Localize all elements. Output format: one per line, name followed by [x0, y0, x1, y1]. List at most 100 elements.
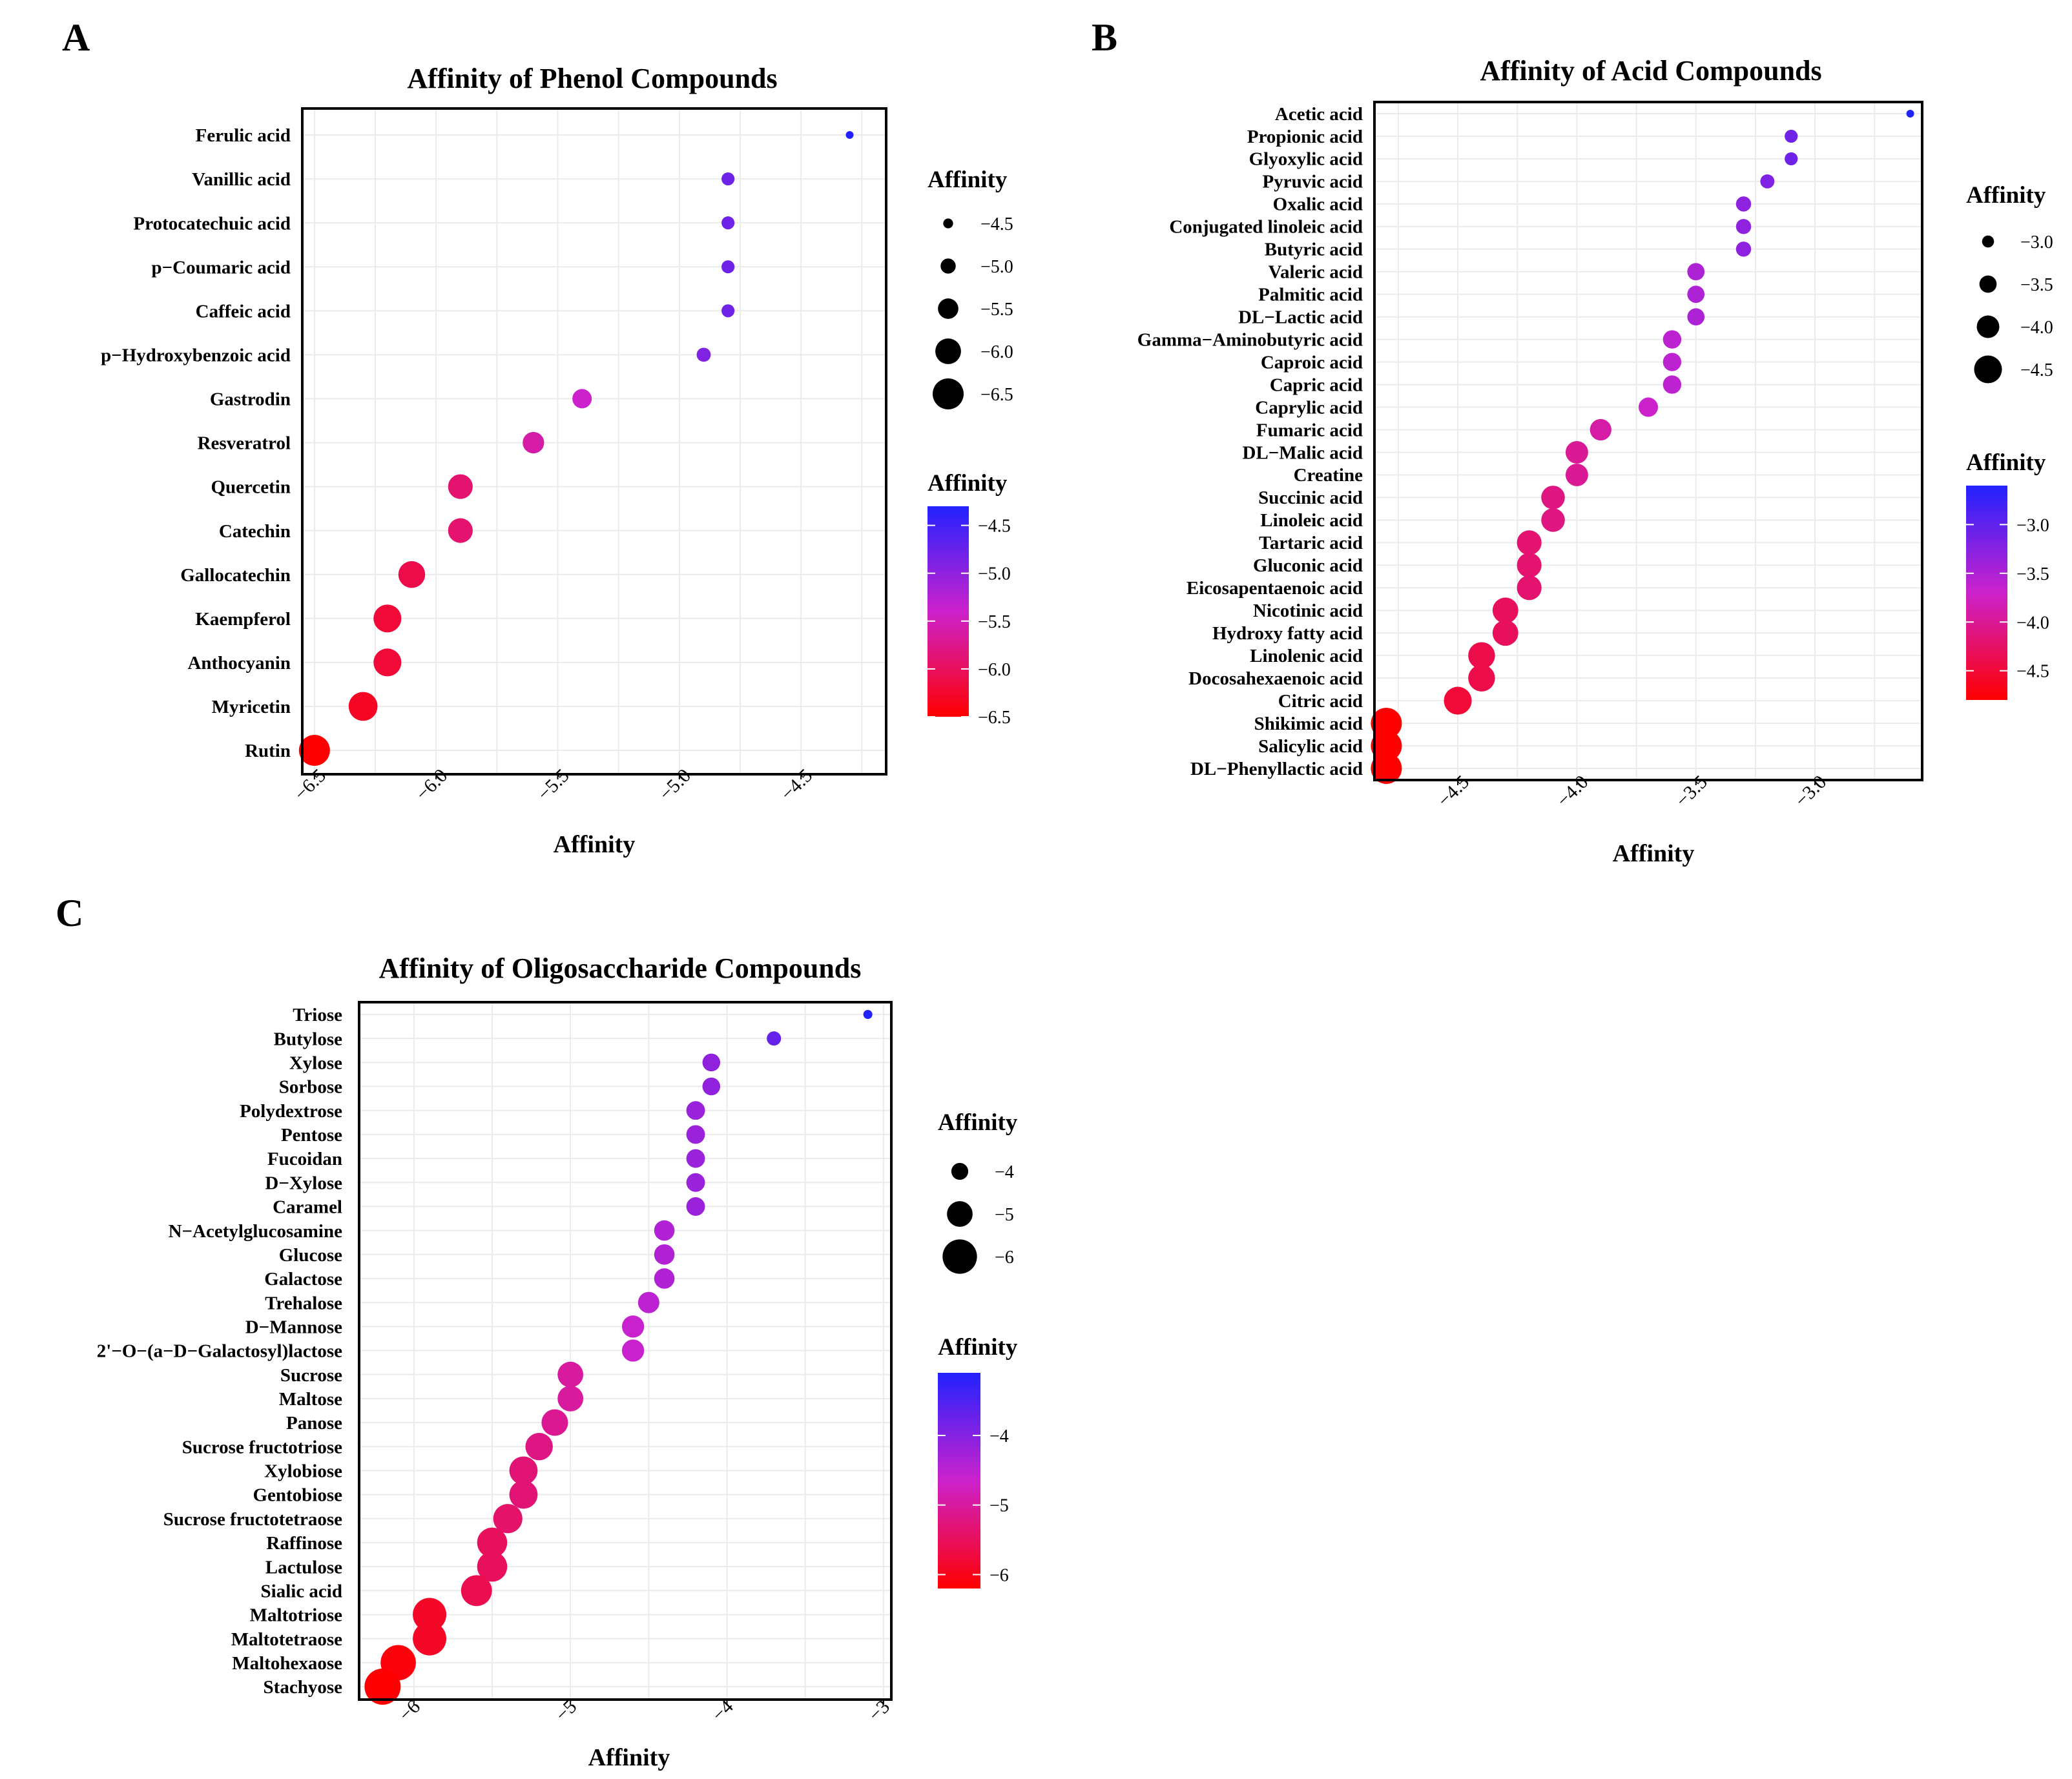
data-point	[373, 604, 402, 633]
data-point	[1906, 110, 1914, 118]
category-label: DL−Phenyllactic acid	[1190, 759, 1363, 779]
data-point	[413, 1598, 447, 1632]
data-point	[572, 389, 592, 409]
category-label: Tartaric acid	[1259, 533, 1363, 553]
data-point	[1492, 620, 1518, 646]
size-legend-key	[1974, 355, 2002, 384]
category-label: Anthocyanin	[187, 653, 291, 674]
color-legend-label: −4	[989, 1426, 1009, 1446]
data-point	[721, 304, 735, 318]
category-label: Raffinose	[266, 1533, 342, 1554]
panel-c: C Affinity of Oligosaccharide Compounds …	[56, 892, 1018, 1771]
category-label: Succinic acid	[1258, 488, 1363, 508]
category-label: Capric acid	[1270, 375, 1363, 395]
category-label: Citric acid	[1278, 691, 1363, 712]
color-legend-label: −4.0	[2016, 613, 2049, 633]
category-label: DL−Malic acid	[1243, 442, 1363, 463]
color-legend-label: −6	[989, 1565, 1009, 1585]
panel-b: B Affinity of Acid Compounds Acetic acid…	[1092, 16, 2053, 867]
chart-title: Affinity of Phenol Compounds	[407, 63, 777, 94]
size-legend-key	[940, 258, 956, 274]
data-point	[686, 1101, 705, 1120]
data-point	[1517, 553, 1542, 578]
category-label: N−Acetylglucosamine	[169, 1221, 343, 1242]
category-label: Glucose	[279, 1245, 342, 1266]
data-point	[1735, 242, 1752, 257]
panel-letter-a: A	[62, 16, 90, 59]
plot-border	[1373, 101, 1923, 781]
data-point	[1517, 530, 1542, 555]
data-point	[1444, 686, 1472, 715]
data-point	[1785, 129, 1798, 143]
category-label: Caffeic acid	[196, 301, 291, 322]
data-point	[398, 560, 426, 588]
data-point	[1492, 597, 1518, 624]
size-legend-key	[933, 378, 964, 409]
category-label: Caramel	[273, 1197, 342, 1218]
plot-border	[301, 107, 887, 776]
size-legend-label: −4.0	[2020, 318, 2053, 338]
category-label: Maltotetraose	[231, 1629, 342, 1650]
color-legend-label: −3.0	[2016, 515, 2049, 535]
category-label: Oxalic acid	[1273, 194, 1363, 215]
data-point	[523, 431, 544, 454]
data-point	[1517, 575, 1542, 601]
category-label: Caproic acid	[1261, 352, 1363, 373]
gridlines	[359, 1002, 891, 1700]
category-label: Butylose	[274, 1029, 342, 1049]
size-legend-key	[938, 298, 958, 319]
category-label: Pyruvic acid	[1263, 172, 1363, 192]
color-bar	[938, 1373, 980, 1589]
panel-letter-c: C	[56, 892, 83, 934]
gridlines	[302, 108, 886, 774]
data-point	[1663, 353, 1682, 371]
color-legend-label: −6.0	[978, 660, 1011, 680]
size-legend: Affinity −3.0 −3.5 −4.0 −4.5	[1966, 182, 2053, 384]
chart-title: Affinity of Oligosaccharide Compounds	[379, 952, 862, 984]
data-point	[525, 1432, 553, 1461]
color-legend-label: −5.0	[978, 564, 1011, 584]
category-label: Conjugated linoleic acid	[1169, 217, 1363, 238]
data-point	[541, 1409, 568, 1436]
category-labels: Triose Butylose Xylose Sorbose Polydextrose P…	[97, 1005, 342, 1698]
data-point	[298, 735, 330, 766]
data-point	[654, 1220, 675, 1241]
size-legend-key	[1979, 275, 1997, 293]
data-point	[1735, 196, 1752, 212]
category-label: Sorbose	[279, 1077, 342, 1098]
category-label: p−Coumaric acid	[152, 257, 291, 278]
color-legend-label: −5	[989, 1496, 1009, 1516]
data-point	[1565, 441, 1588, 464]
category-label: Linoleic acid	[1260, 510, 1363, 531]
data-point	[1687, 308, 1705, 326]
data-point	[1735, 219, 1752, 234]
data-point	[364, 1669, 401, 1705]
data-point	[493, 1504, 523, 1534]
size-legend-label: −5.0	[980, 257, 1013, 277]
category-label: DL−Lactic acid	[1238, 307, 1363, 327]
category-label: Sucrose fructotriose	[182, 1437, 342, 1457]
category-label: p−Hydroxybenzoic acid	[101, 345, 291, 366]
data-point	[654, 1268, 675, 1289]
size-legend-title: Affinity	[1966, 182, 2046, 209]
size-legend-label: −4.5	[2020, 360, 2053, 380]
category-label: Panose	[286, 1413, 342, 1434]
category-label: Stachyose	[264, 1677, 343, 1698]
category-label: Catechin	[219, 521, 291, 542]
data-point	[509, 1480, 538, 1509]
category-label: Butyric acid	[1265, 240, 1363, 260]
category-label: Quercetin	[211, 477, 291, 498]
data-points	[364, 1010, 873, 1705]
data-point	[621, 1315, 645, 1338]
category-label: Sucrose fructotetraose	[163, 1509, 342, 1530]
data-point	[1565, 463, 1588, 486]
color-bar	[927, 506, 969, 717]
category-label: Palmitic acid	[1258, 285, 1363, 305]
data-point	[686, 1197, 705, 1216]
color-legend-label: −4.5	[978, 517, 1011, 537]
chart-title: Affinity of Acid Compounds	[1480, 55, 1821, 87]
data-point	[686, 1125, 705, 1144]
category-label: Creatine	[1294, 465, 1363, 486]
data-point	[721, 172, 735, 186]
